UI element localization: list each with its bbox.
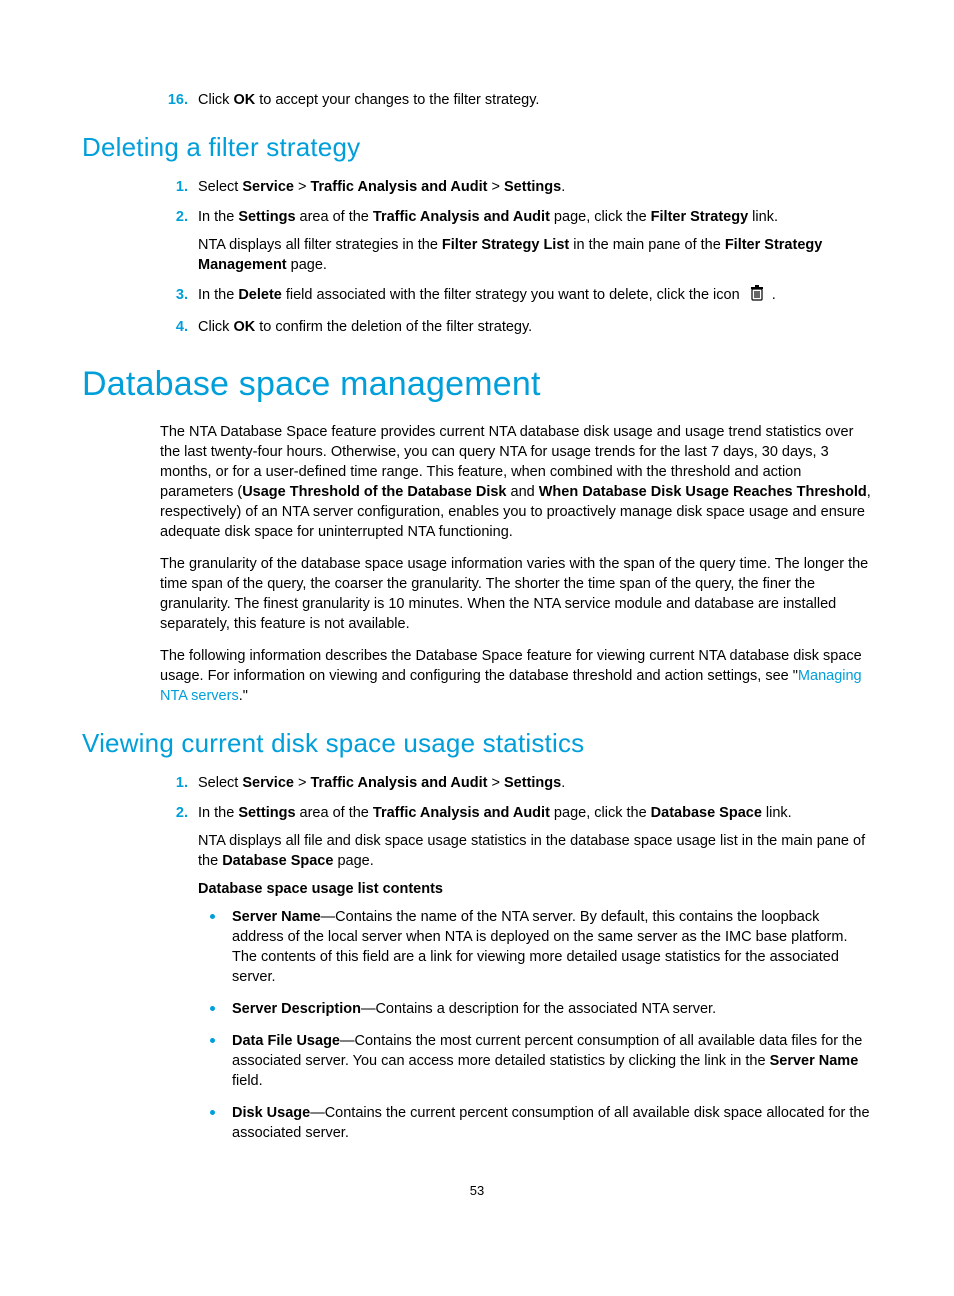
bullet-server-name: Server Name—Contains the name of the NTA… xyxy=(198,907,872,987)
delete-step-1: 1. Select Service > Traffic Analysis and… xyxy=(160,177,872,197)
step-number: 2. xyxy=(160,207,188,227)
step-number: 4. xyxy=(160,317,188,337)
document-page: 16. Click OK to accept your changes to t… xyxy=(0,0,954,1238)
db-paragraph-1: The NTA Database Space feature provides … xyxy=(160,422,872,542)
usage-list-bullets: Server Name—Contains the name of the NTA… xyxy=(198,907,872,1143)
step-number: 16. xyxy=(160,90,188,110)
bullet-data-file-usage: Data File Usage—Contains the most curren… xyxy=(198,1031,872,1091)
bullet-server-description: Server Description—Contains a descriptio… xyxy=(198,999,872,1019)
step-text: Click OK to confirm the deletion of the … xyxy=(198,319,532,335)
step-text: Select Service > Traffic Analysis and Au… xyxy=(198,775,565,791)
step-number: 1. xyxy=(160,773,188,793)
list-contents-heading: Database space usage list contents xyxy=(198,881,872,897)
bullet-disk-usage: Disk Usage—Contains the current percent … xyxy=(198,1103,872,1143)
view-step-1: 1. Select Service > Traffic Analysis and… xyxy=(160,773,872,793)
step-text: In the Settings area of the Traffic Anal… xyxy=(198,209,778,225)
prior-step-list: 16. Click OK to accept your changes to t… xyxy=(160,90,872,110)
step-followup: NTA displays all file and disk space usa… xyxy=(198,833,865,869)
db-paragraph-3: The following information describes the … xyxy=(160,646,872,706)
view-steps: 1. Select Service > Traffic Analysis and… xyxy=(160,773,872,871)
delete-steps: 1. Select Service > Traffic Analysis and… xyxy=(160,177,872,337)
step-text: Select Service > Traffic Analysis and Au… xyxy=(198,179,565,195)
step-followup: NTA displays all filter strategies in th… xyxy=(198,237,822,273)
delete-step-3: 3. In the Delete field associated with t… xyxy=(160,285,872,307)
heading-viewing-disk-usage: Viewing current disk space usage statist… xyxy=(82,728,872,759)
view-step-2: 2. In the Settings area of the Traffic A… xyxy=(160,803,872,871)
delete-step-4: 4. Click OK to confirm the deletion of t… xyxy=(160,317,872,337)
page-number: 53 xyxy=(82,1183,872,1198)
heading-database-space-management: Database space management xyxy=(82,365,872,404)
delete-step-2: 2. In the Settings area of the Traffic A… xyxy=(160,207,872,275)
trash-icon xyxy=(750,285,764,307)
step-16: 16. Click OK to accept your changes to t… xyxy=(160,90,872,110)
step-number: 2. xyxy=(160,803,188,823)
step-number: 3. xyxy=(160,285,188,305)
db-paragraph-2: The granularity of the database space us… xyxy=(160,554,872,634)
step-text: In the Settings area of the Traffic Anal… xyxy=(198,805,792,821)
step-text: In the Delete field associated with the … xyxy=(198,287,776,303)
step-number: 1. xyxy=(160,177,188,197)
heading-deleting-filter-strategy: Deleting a filter strategy xyxy=(82,132,872,163)
step-text: Click OK to accept your changes to the f… xyxy=(198,92,539,108)
